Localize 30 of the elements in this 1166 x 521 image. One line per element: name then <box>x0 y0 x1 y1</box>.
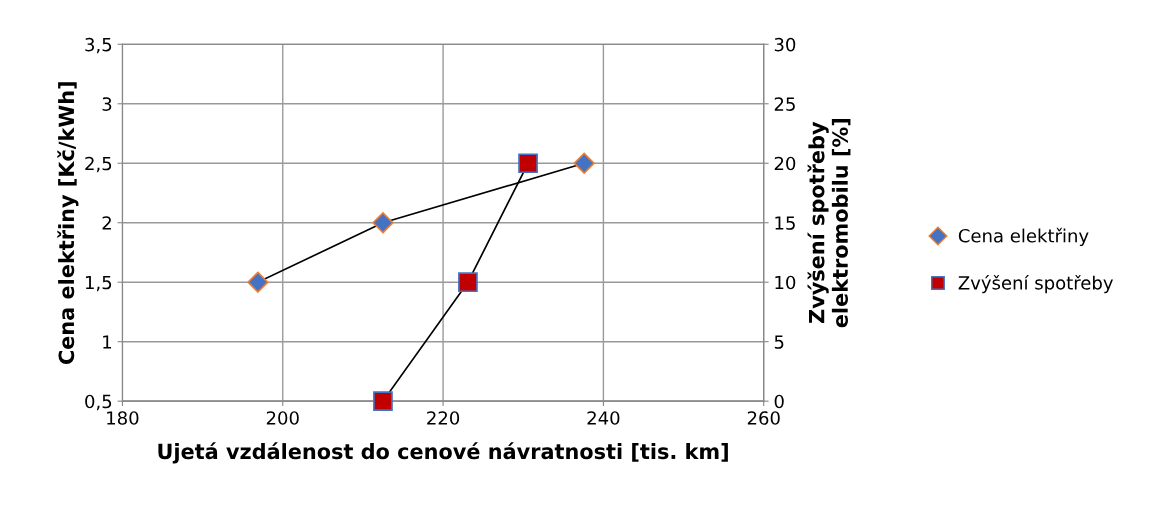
point <box>518 153 538 174</box>
y2-axis-title: Zvýšení spotřeby elektromobilu [%] <box>807 119 851 328</box>
x-tick-label: 220 <box>427 411 460 425</box>
y-tick-label: 2 <box>102 216 111 230</box>
point <box>573 152 595 174</box>
y2-tick-label: 30 <box>774 37 796 52</box>
y-axis-title: Cena elektřiny [Kč/kWh] <box>57 82 79 365</box>
y2-tick-label: 0 <box>774 394 784 409</box>
y2-tick-label: 15 <box>775 216 795 230</box>
x-tick-label: 200 <box>266 411 299 425</box>
y2-tick-label: 10 <box>775 275 796 290</box>
y-tick-label: 3,5 <box>85 37 112 54</box>
x-tick-label: 260 <box>747 411 780 425</box>
y2-tick-label: 20 <box>774 156 796 171</box>
x-axis-title: Ujetá vzdálenost do cenové návratnosti [tis. km] <box>158 442 728 464</box>
point <box>373 391 393 412</box>
point <box>458 272 478 293</box>
legend-label: Zvýšení spotřeby <box>958 274 1113 294</box>
y-tick-label: 1 <box>103 335 112 349</box>
y-tick-label: 3 <box>102 97 112 111</box>
y2-tick-label: 5 <box>774 335 784 349</box>
y-tick-label: 1,5 <box>85 275 112 292</box>
y-tick-label: 0,5 <box>85 394 112 411</box>
x-tick-label: 180 <box>107 411 139 425</box>
point <box>247 271 269 293</box>
x-tick-label: 240 <box>587 411 620 425</box>
y2-tick-label: 25 <box>774 97 795 111</box>
y-tick-label: 2,5 <box>85 156 112 173</box>
point <box>372 212 394 234</box>
legend-label: Cena elektřiny <box>958 227 1089 247</box>
